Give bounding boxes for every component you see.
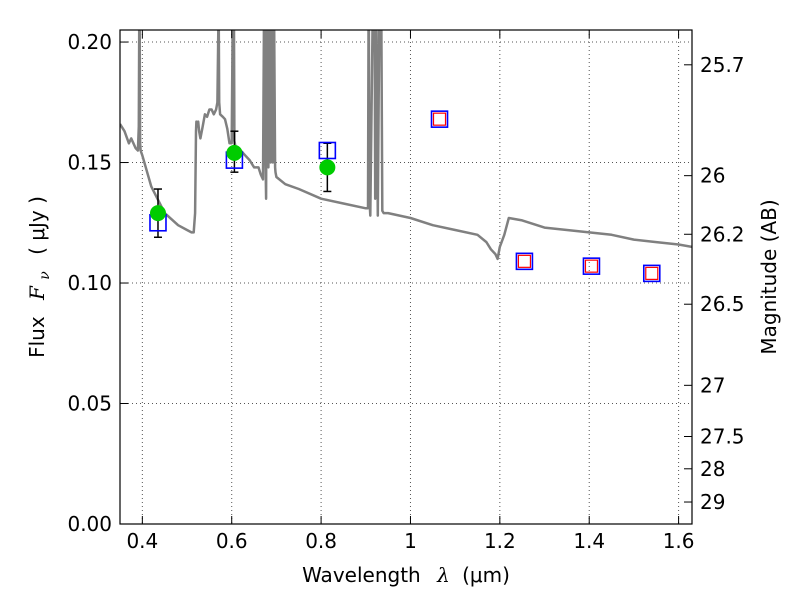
y-tick-label: 0.05 xyxy=(67,392,112,416)
plot-frame xyxy=(119,29,693,525)
plot-area xyxy=(120,30,692,524)
magnitude-tick-label: 26.5 xyxy=(700,292,745,316)
y-tick-label: 0.00 xyxy=(67,512,112,536)
observed-point xyxy=(319,159,336,176)
x-tick-label: 1.2 xyxy=(484,529,516,553)
x-axis-label: Wavelength λ (μm) xyxy=(302,563,510,587)
x-tick-label: 1.4 xyxy=(573,529,605,553)
spectrum-layer xyxy=(120,30,692,261)
red-square-marker xyxy=(584,259,599,273)
magnitude-tick-label: 27.5 xyxy=(700,425,745,449)
magnitude-tick-label: 29 xyxy=(700,490,725,514)
magnitude-tick-label: 25.7 xyxy=(700,53,745,77)
x-tick-label: 0.8 xyxy=(305,529,337,553)
y-tick-label: 0.20 xyxy=(67,30,112,54)
magnitude-axis-label: Magnitude (AB) xyxy=(757,199,781,354)
magnitude-tick-label: 26.2 xyxy=(700,222,745,246)
red-square-marker xyxy=(645,266,659,280)
magnitude-tick-label: 26 xyxy=(700,164,725,188)
y-tick-label: 0.10 xyxy=(67,271,112,295)
magnitude-axis-ticks: 25.7 26 26.2 26.5 27 27.5 28 29 xyxy=(684,53,745,514)
magnitude-tick-label: 28 xyxy=(700,457,725,481)
spectrum-line xyxy=(120,30,692,261)
blue-square-marker xyxy=(515,252,534,271)
x-tick-label: 0.4 xyxy=(126,529,158,553)
blue-square-marker xyxy=(318,141,337,160)
red-square-marker xyxy=(517,254,532,268)
red-square-marker xyxy=(432,112,447,126)
y-axis-label: Flux F ν ( μJy ) xyxy=(25,196,54,358)
x-tick-label: 1.6 xyxy=(663,529,695,553)
blue-square-marker xyxy=(642,264,661,283)
y-axis-ticks: 0.00 0.05 0.10 0.15 0.20 xyxy=(67,30,128,536)
blue-square-marker xyxy=(582,257,601,275)
x-axis-ticks: 0.4 0.6 0.8 1 1.2 1.4 1.6 xyxy=(126,30,695,553)
blue-square-marker xyxy=(430,110,449,128)
x-tick-label: 0.6 xyxy=(216,529,248,553)
observed-point xyxy=(149,205,166,222)
observed-point xyxy=(226,144,243,161)
y-tick-label: 0.15 xyxy=(67,151,112,175)
points-layer xyxy=(149,110,661,283)
magnitude-tick-label: 27 xyxy=(700,373,725,397)
x-tick-label: 1 xyxy=(404,529,417,553)
